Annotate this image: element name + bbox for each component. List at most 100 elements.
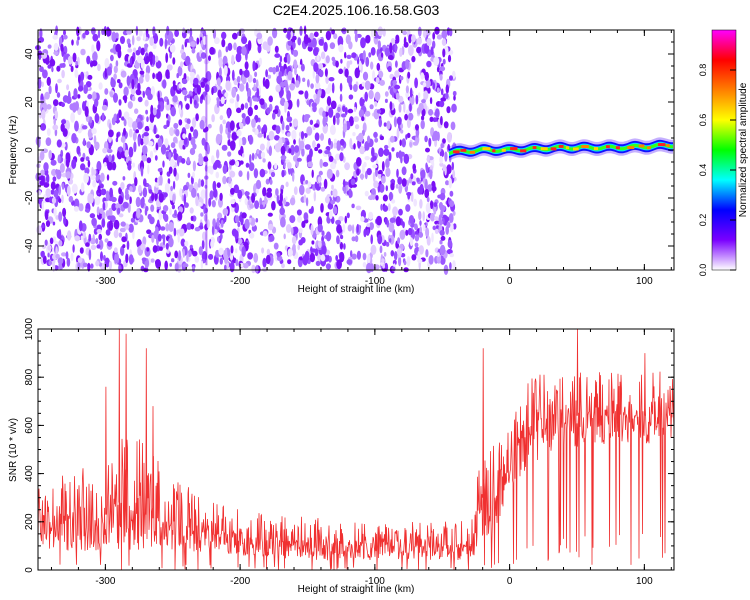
- noise-speckle: [238, 149, 243, 156]
- noise-speckle: [414, 223, 418, 230]
- noise-speckle: [388, 221, 395, 233]
- noise-speckle: [399, 76, 404, 81]
- noise-speckle: [434, 228, 439, 234]
- noise-speckle: [235, 160, 240, 167]
- noise-speckle: [165, 242, 169, 250]
- signal-peak-cell: [581, 145, 589, 149]
- noise-speckle: [140, 166, 144, 177]
- noise-speckle: [78, 74, 81, 84]
- noise-speckle: [157, 138, 163, 148]
- noise-speckle: [198, 178, 202, 187]
- noise-speckle: [338, 68, 344, 75]
- noise-speckle: [257, 132, 263, 138]
- noise-speckle: [428, 254, 434, 265]
- noise-speckle: [154, 55, 159, 63]
- noise-speckle: [65, 171, 72, 179]
- noise-speckle: [154, 155, 158, 161]
- noise-speckle: [87, 159, 91, 168]
- noise-speckle: [72, 52, 77, 63]
- noise-speckle: [96, 229, 102, 234]
- noise-speckle: [384, 218, 388, 225]
- noise-speckle: [70, 112, 75, 123]
- noise-speckle: [215, 171, 220, 179]
- noise-speckle: [178, 104, 182, 115]
- noise-speckle: [169, 127, 175, 137]
- noise-speckle: [384, 98, 388, 103]
- noise-speckle: [403, 102, 406, 113]
- noise-speckle: [400, 155, 403, 164]
- noise-speckle: [280, 155, 287, 160]
- noise-speckle: [85, 242, 90, 247]
- noise-speckle: [370, 47, 376, 56]
- noise-speckle: [389, 101, 393, 111]
- noise-speckle: [335, 169, 340, 178]
- noise-speckle: [180, 228, 185, 237]
- noise-speckle: [348, 94, 354, 100]
- noise-speckle: [244, 218, 250, 230]
- noise-speckle: [303, 34, 309, 45]
- noise-speckle: [177, 211, 183, 221]
- noise-speckle: [344, 215, 348, 224]
- noise-speckle: [231, 54, 235, 66]
- noise-speckle: [452, 169, 456, 179]
- y-tick-label: 0: [24, 147, 35, 153]
- noise-speckle: [337, 35, 344, 47]
- noise-speckle: [404, 113, 408, 121]
- noise-speckle: [244, 61, 249, 70]
- noise-speckle: [60, 43, 64, 52]
- noise-speckle: [424, 71, 429, 81]
- noise-speckle: [144, 125, 150, 132]
- noise-speckle: [440, 88, 444, 96]
- noise-speckle: [382, 28, 386, 37]
- noise-speckle: [40, 169, 45, 176]
- noise-speckle: [166, 120, 170, 128]
- noise-speckle: [291, 236, 297, 245]
- noise-speckle: [288, 148, 292, 154]
- noise-speckle: [344, 68, 349, 78]
- noise-speckle: [189, 147, 196, 156]
- noise-speckle: [182, 248, 185, 258]
- noise-speckle: [222, 55, 228, 66]
- colorbar-label: Normalized spectral amplitude: [738, 82, 749, 217]
- noise-speckle: [116, 132, 119, 139]
- noise-speckle: [407, 227, 413, 236]
- noise-speckle: [447, 239, 453, 249]
- noise-speckle: [169, 159, 176, 167]
- noise-speckle: [153, 124, 157, 135]
- noise-speckle: [409, 237, 414, 247]
- noise-speckle: [287, 70, 293, 81]
- noise-speckle: [347, 108, 354, 114]
- noise-speckle: [420, 72, 425, 80]
- noise-speckle: [233, 42, 237, 51]
- noise-speckle: [215, 133, 222, 145]
- noise-speckle: [294, 67, 297, 76]
- noise-speckle: [413, 198, 418, 207]
- noise-speckle: [231, 132, 238, 141]
- noise-speckle: [83, 84, 88, 94]
- noise-speckle: [360, 216, 365, 222]
- signal-peak-cell: [615, 146, 620, 150]
- noise-speckle: [83, 138, 86, 147]
- noise-speckle: [152, 26, 156, 36]
- noise-speckle: [266, 107, 271, 115]
- noise-speckle: [168, 166, 173, 174]
- noise-speckle: [67, 55, 73, 65]
- noise-speckle: [427, 86, 431, 94]
- noise-speckle: [173, 84, 178, 91]
- noise-speckle: [425, 79, 431, 89]
- noise-speckle: [398, 103, 402, 113]
- noise-speckle: [302, 77, 306, 83]
- noise-speckle: [364, 80, 371, 91]
- noise-speckle: [97, 63, 101, 72]
- noise-speckle: [95, 175, 99, 182]
- noise-speckle: [162, 205, 169, 212]
- noise-speckle: [332, 188, 338, 198]
- noise-speckle: [387, 65, 392, 73]
- noise-speckle: [151, 54, 156, 66]
- noise-speckle: [369, 104, 374, 110]
- noise-speckle: [338, 44, 344, 53]
- noise-speckle: [223, 65, 228, 76]
- noise-speckle: [395, 216, 402, 227]
- noise-speckle: [317, 176, 322, 183]
- noise-speckle: [336, 140, 341, 151]
